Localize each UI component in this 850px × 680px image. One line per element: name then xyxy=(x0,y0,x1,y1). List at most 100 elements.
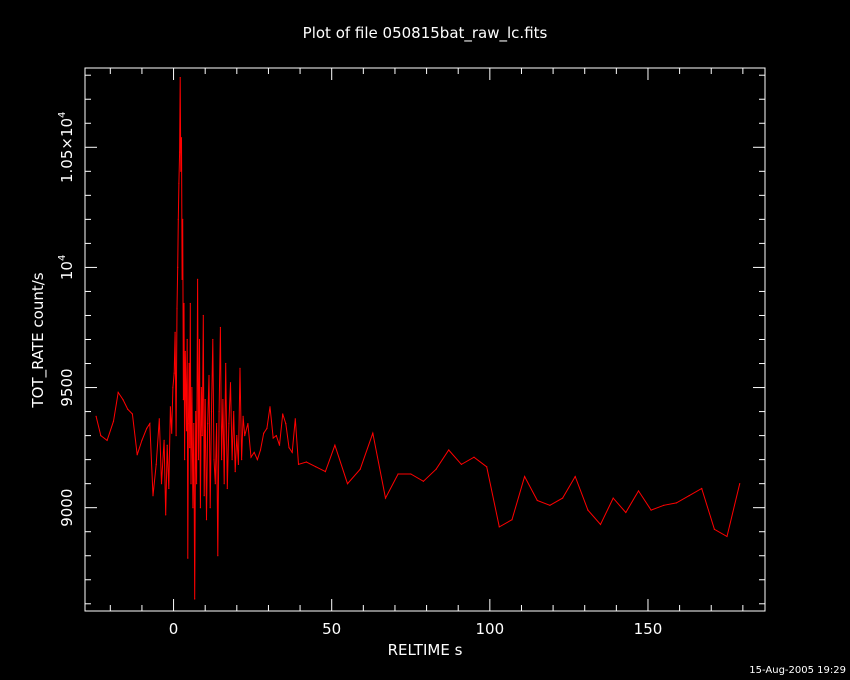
data-point xyxy=(127,408,129,410)
y-tick-label: 9000 xyxy=(58,489,76,527)
data-point xyxy=(146,427,148,429)
timestamp: 15-Aug-2005 19:29 xyxy=(749,665,846,676)
data-point xyxy=(209,507,211,509)
data-point xyxy=(177,218,179,220)
data-point xyxy=(524,475,526,478)
data-point xyxy=(180,170,182,172)
data-point xyxy=(185,387,187,389)
x-axis-label: RELTIME s xyxy=(388,641,463,659)
data-point xyxy=(237,463,239,465)
data-point xyxy=(234,471,236,473)
data-point xyxy=(180,137,183,139)
data-point xyxy=(213,459,215,461)
data-point xyxy=(650,509,652,511)
data-point xyxy=(228,423,230,425)
data-point xyxy=(155,463,157,465)
data-point xyxy=(117,391,119,393)
data-point xyxy=(136,454,138,456)
data-point xyxy=(199,507,201,509)
data-point xyxy=(171,432,173,434)
data-point xyxy=(435,468,437,470)
data-point xyxy=(460,463,462,465)
data-point xyxy=(231,459,233,461)
data-point xyxy=(221,459,223,461)
data-point xyxy=(291,451,293,453)
data-point xyxy=(165,514,167,516)
data-point xyxy=(266,427,268,429)
data-point xyxy=(334,444,336,446)
y-tick-exponent: 4 xyxy=(57,112,68,118)
data-point xyxy=(226,487,228,490)
data-point xyxy=(181,278,183,280)
data-point xyxy=(195,411,197,413)
data-point xyxy=(275,435,277,437)
data-point xyxy=(219,326,221,329)
y-tick-exponent: 4 xyxy=(57,255,68,261)
data-point xyxy=(177,266,179,268)
data-point xyxy=(549,504,551,506)
data-point xyxy=(212,338,214,341)
x-tick-label: 100 xyxy=(476,620,505,638)
data-point xyxy=(288,447,290,449)
data-point xyxy=(163,439,165,441)
axis-tick-labels: 0 50 100 150 9000 9500 104 1.05×104 xyxy=(57,112,662,638)
data-point xyxy=(176,307,178,309)
chart-title: Plot of file 050815bat_raw_lc.fits xyxy=(303,24,548,43)
data-point xyxy=(239,367,241,369)
data-point xyxy=(152,495,154,497)
data-point xyxy=(197,459,200,461)
data-point xyxy=(397,473,399,475)
data-point xyxy=(160,483,163,485)
data-point xyxy=(188,362,190,365)
data-point xyxy=(169,406,171,408)
data-point xyxy=(173,372,175,374)
x-tick-label: 0 xyxy=(169,620,179,638)
data-point xyxy=(726,535,728,538)
data-point xyxy=(346,483,349,485)
data-point xyxy=(174,331,176,333)
data-point xyxy=(384,497,387,499)
data-point xyxy=(178,182,180,184)
data-point xyxy=(410,473,412,475)
data-point xyxy=(192,507,194,509)
data-point xyxy=(106,439,108,441)
data-point xyxy=(200,387,202,389)
data-point xyxy=(131,413,133,415)
data-point xyxy=(574,475,576,478)
data-point xyxy=(637,490,640,492)
data-point xyxy=(272,437,274,439)
data-point xyxy=(207,423,209,425)
data-point xyxy=(675,502,678,504)
data-point xyxy=(305,461,307,463)
data-point xyxy=(182,218,184,220)
data-point xyxy=(196,483,198,485)
data-point xyxy=(486,466,488,468)
data-point xyxy=(297,463,300,465)
data-point xyxy=(285,423,287,425)
data-point xyxy=(166,444,168,446)
data-point xyxy=(498,526,500,528)
data-point xyxy=(175,435,177,437)
data-point xyxy=(278,444,281,446)
data-point xyxy=(122,399,124,401)
data-point xyxy=(625,511,627,514)
data-point xyxy=(612,497,614,499)
data-point xyxy=(222,399,224,401)
data-point xyxy=(189,302,191,305)
data-point xyxy=(95,415,97,417)
data-point xyxy=(259,449,262,451)
data-point xyxy=(473,456,475,458)
data-point xyxy=(359,468,361,470)
data-point xyxy=(242,415,244,417)
data-points xyxy=(95,77,741,600)
data-point xyxy=(511,519,513,521)
data-point xyxy=(218,411,220,413)
data-point xyxy=(217,555,219,557)
data-point xyxy=(372,432,374,434)
data-point xyxy=(158,418,160,420)
data-point xyxy=(701,487,703,490)
data-point xyxy=(182,399,184,401)
data-point xyxy=(223,483,225,485)
data-point xyxy=(172,387,174,389)
data-point xyxy=(713,528,716,530)
